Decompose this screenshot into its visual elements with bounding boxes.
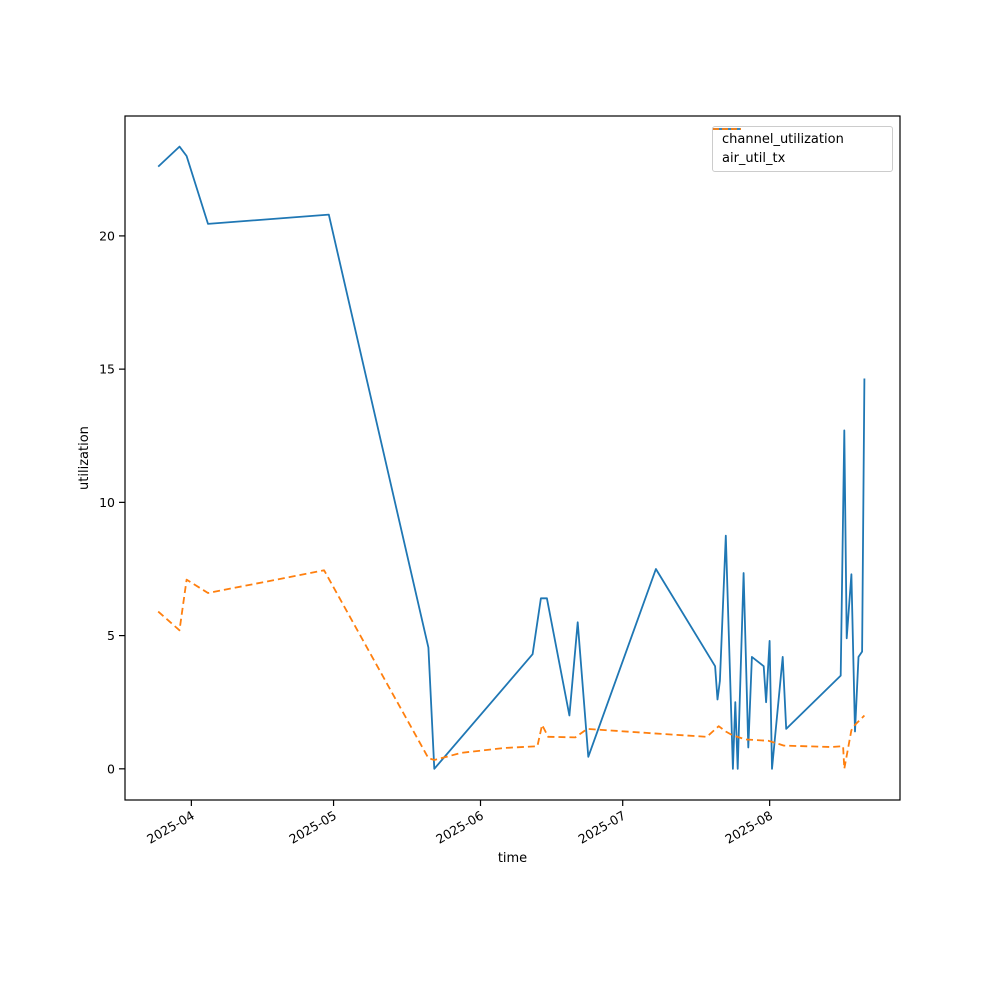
x-tick-label: 2025-08 (722, 808, 775, 847)
y-axis-label: utilization (77, 426, 92, 490)
y-tick-label: 0 (107, 761, 115, 776)
legend-label-air-util-tx: air_util_tx (722, 151, 786, 166)
legend-label-channel-utilization: channel_utilization (722, 132, 844, 147)
x-tick-label: 2025-06 (433, 808, 486, 847)
plot-frame (124, 115, 901, 801)
y-tick-label: 15 (99, 362, 115, 377)
series-line-channel_utilization (157, 145, 866, 770)
y-tick-label: 5 (107, 628, 115, 643)
x-tick-label: 2025-04 (144, 808, 197, 847)
y-tick-label: 10 (99, 495, 115, 510)
legend-item-channel-utilization: channel_utilization (713, 128, 884, 147)
series-line-air_util_tx (157, 569, 866, 770)
x-axis-label: time (498, 851, 527, 866)
y-tick-label: 20 (99, 228, 115, 243)
legend-line-sample-dashed (713, 128, 741, 130)
x-tick-label: 2025-05 (286, 808, 339, 847)
legend: channel_utilization air_util_tx (712, 126, 893, 172)
legend-item-air-util-tx: air_util_tx (713, 128, 884, 166)
x-tick-label: 2025-07 (575, 808, 628, 847)
